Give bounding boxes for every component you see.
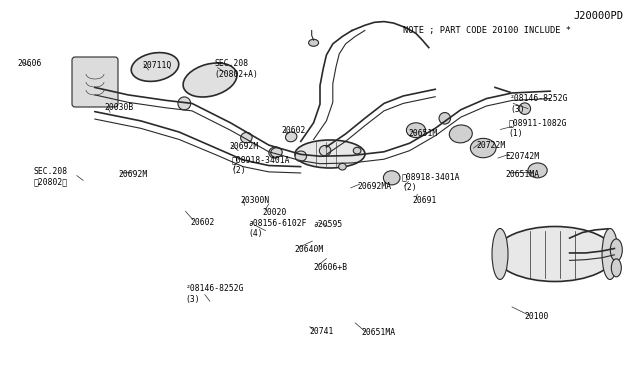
Ellipse shape <box>269 147 282 158</box>
Ellipse shape <box>492 228 508 279</box>
Text: ²08146-8252G
(3): ²08146-8252G (3) <box>186 284 244 304</box>
Text: 20691: 20691 <box>413 196 437 205</box>
Ellipse shape <box>602 228 618 279</box>
Ellipse shape <box>271 148 282 157</box>
Text: SEC.208
〈20802〉: SEC.208 〈20802〉 <box>33 167 67 186</box>
Text: 20030B: 20030B <box>104 103 134 112</box>
Text: Ⓣ08911-1082G
(1): Ⓣ08911-1082G (1) <box>509 119 567 138</box>
Text: 20692MA: 20692MA <box>357 182 391 190</box>
Text: 20692M: 20692M <box>118 170 148 179</box>
Ellipse shape <box>353 147 361 154</box>
Text: 20606: 20606 <box>18 59 42 68</box>
Ellipse shape <box>339 163 346 170</box>
Ellipse shape <box>319 145 331 156</box>
Text: 20741: 20741 <box>310 327 334 336</box>
Text: 20651M: 20651M <box>408 129 438 138</box>
Text: ∂20595: ∂20595 <box>314 220 343 229</box>
Text: 20651MA: 20651MA <box>506 170 540 179</box>
Text: 20300N: 20300N <box>240 196 269 205</box>
Text: ²08146-8252G
(3): ²08146-8252G (3) <box>510 94 568 114</box>
Ellipse shape <box>611 239 622 261</box>
Text: 20100: 20100 <box>525 312 549 321</box>
Text: 20640M: 20640M <box>294 245 324 254</box>
Text: 20722M: 20722M <box>477 141 506 150</box>
Text: ∂08156-6102F
(4): ∂08156-6102F (4) <box>248 219 307 238</box>
Ellipse shape <box>183 63 237 97</box>
Ellipse shape <box>406 123 426 138</box>
Text: 20020: 20020 <box>262 208 287 217</box>
Ellipse shape <box>383 171 400 185</box>
Ellipse shape <box>131 52 179 81</box>
Ellipse shape <box>495 227 615 282</box>
Ellipse shape <box>295 140 365 168</box>
Text: 20602: 20602 <box>282 126 306 135</box>
Ellipse shape <box>528 163 547 178</box>
Text: 20651MA: 20651MA <box>362 328 396 337</box>
Text: Ⓣ08918-3401A
(2): Ⓣ08918-3401A (2) <box>232 156 290 175</box>
Ellipse shape <box>285 132 297 142</box>
Text: Ⓣ08918-3401A
(2): Ⓣ08918-3401A (2) <box>402 173 460 192</box>
Circle shape <box>439 113 451 124</box>
Circle shape <box>519 103 531 114</box>
Ellipse shape <box>470 138 496 158</box>
Text: SEC.208
(20802+A): SEC.208 (20802+A) <box>214 59 259 78</box>
Text: E20742M: E20742M <box>506 152 540 161</box>
Ellipse shape <box>449 125 472 143</box>
FancyBboxPatch shape <box>72 57 118 107</box>
Text: 20711Q: 20711Q <box>142 61 172 70</box>
Text: NOTE ; PART CODE 20100 INCLUDE *: NOTE ; PART CODE 20100 INCLUDE * <box>403 26 571 35</box>
Ellipse shape <box>308 39 319 46</box>
Text: J20000PD: J20000PD <box>573 11 623 20</box>
Ellipse shape <box>295 151 307 161</box>
Text: 20606+B: 20606+B <box>314 263 348 272</box>
Text: 20602: 20602 <box>191 218 215 227</box>
Ellipse shape <box>241 132 252 143</box>
Text: 20692M: 20692M <box>229 142 259 151</box>
Ellipse shape <box>178 97 191 110</box>
Ellipse shape <box>611 259 621 277</box>
